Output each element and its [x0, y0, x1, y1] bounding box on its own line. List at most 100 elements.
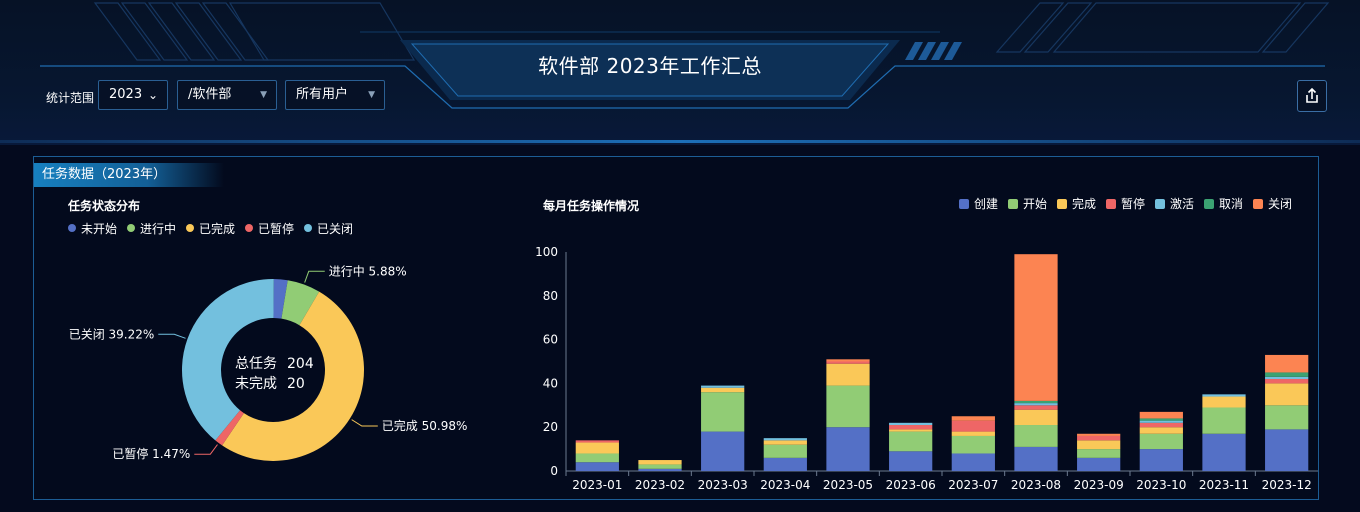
bar-segment-完成-2023-05[interactable]	[826, 363, 870, 386]
legend-marker	[68, 224, 76, 232]
y-tick-label: 80	[543, 289, 558, 303]
bar-segment-开始-2023-09[interactable]	[1077, 449, 1121, 458]
bar-segment-暂停-2023-05[interactable]	[826, 361, 870, 364]
y-tick-label: 40	[543, 376, 558, 390]
bar-segment-完成-2023-02[interactable]	[638, 460, 682, 465]
bar-segment-激活-2023-08[interactable]	[1014, 403, 1058, 406]
export-button[interactable]	[1297, 80, 1327, 112]
legend-label: 未开始	[81, 222, 118, 236]
bar-segment-关闭-2023-08[interactable]	[1014, 254, 1058, 401]
leader-line	[158, 333, 186, 339]
legend-label: 开始	[1023, 197, 1048, 211]
bar-segment-暂停-2023-01[interactable]	[575, 440, 619, 443]
user-select-value: 所有用户	[296, 87, 349, 102]
donut-slice-已暂停[interactable]	[215, 410, 244, 446]
legend-item-创建[interactable]: 创建	[959, 195, 998, 212]
bar-segment-关闭-2023-09[interactable]	[1077, 433, 1121, 436]
bar-segment-暂停-2023-12[interactable]	[1265, 379, 1309, 384]
bar-segment-创建-2023-09[interactable]	[1077, 457, 1121, 471]
bar-segment-开始-2023-02[interactable]	[638, 464, 682, 469]
bar-segment-创建-2023-12[interactable]	[1265, 429, 1309, 471]
bar-segment-完成-2023-07[interactable]	[951, 431, 995, 436]
bar-segment-开始-2023-01[interactable]	[575, 453, 619, 463]
bar-segment-创建-2023-05[interactable]	[826, 427, 870, 471]
bar-segment-创建-2023-10[interactable]	[1139, 449, 1183, 471]
bar-segment-创建-2023-11[interactable]	[1202, 433, 1246, 471]
legend-item-已关闭[interactable]: 已关闭	[304, 220, 353, 237]
bar-segment-暂停-2023-10[interactable]	[1139, 422, 1183, 428]
bar-segment-完成-2023-11[interactable]	[1202, 396, 1246, 408]
legend-marker	[959, 199, 969, 209]
legend-marker	[127, 224, 135, 232]
bar-segment-关闭-2023-10[interactable]	[1139, 411, 1183, 419]
donut-slice-已完成[interactable]	[222, 291, 365, 462]
legend-item-已完成[interactable]: 已完成	[186, 220, 235, 237]
bar-segment-完成-2023-03[interactable]	[701, 387, 745, 393]
bar-segment-开始-2023-12[interactable]	[1265, 405, 1309, 430]
bar-segment-创建-2023-03[interactable]	[701, 431, 745, 471]
bar-segment-创建-2023-04[interactable]	[763, 457, 807, 471]
legend-item-未开始[interactable]: 未开始	[68, 220, 117, 237]
x-tick-label: 2023-08	[1011, 478, 1061, 492]
bar-segment-激活-2023-04[interactable]	[763, 438, 807, 441]
bar-segment-开始-2023-11[interactable]	[1202, 407, 1246, 434]
donut-center-label: 总任务	[235, 356, 277, 372]
header-divider	[0, 140, 1360, 143]
legend-item-已暂停[interactable]: 已暂停	[245, 220, 294, 237]
bar-segment-开始-2023-03[interactable]	[701, 392, 745, 432]
bar-segment-关闭-2023-12[interactable]	[1265, 354, 1309, 373]
legend-item-完成[interactable]: 完成	[1057, 195, 1096, 212]
legend-label: 已关闭	[317, 222, 354, 236]
bar-segment-激活-2023-06[interactable]	[889, 422, 933, 426]
bar-segment-开始-2023-04[interactable]	[763, 444, 807, 458]
donut-label-已关闭: 已关闭 39.22%	[69, 327, 155, 341]
bar-segment-完成-2023-12[interactable]	[1265, 383, 1309, 406]
bar-segment-暂停-2023-08[interactable]	[1014, 405, 1058, 410]
bar-segment-取消-2023-10[interactable]	[1139, 418, 1183, 421]
user-select[interactable]: 所有用户 ▼	[285, 80, 385, 110]
bar-segment-暂停-2023-07[interactable]	[951, 420, 995, 432]
bar-segment-完成-2023-06[interactable]	[889, 429, 933, 432]
bar-segment-完成-2023-08[interactable]	[1014, 409, 1058, 426]
bar-segment-完成-2023-10[interactable]	[1139, 427, 1183, 434]
legend-marker	[1008, 199, 1018, 209]
bar-segment-开始-2023-05[interactable]	[826, 385, 870, 428]
bar-segment-开始-2023-10[interactable]	[1139, 433, 1183, 450]
legend-item-开始[interactable]: 开始	[1008, 195, 1047, 212]
bar-segment-创建-2023-08[interactable]	[1014, 446, 1058, 471]
bar-segment-关闭-2023-07[interactable]	[951, 416, 995, 421]
bar-segment-激活-2023-12[interactable]	[1265, 376, 1309, 380]
legend-item-进行中[interactable]: 进行中	[127, 220, 176, 237]
bar-segment-完成-2023-04[interactable]	[763, 440, 807, 445]
bar-segment-开始-2023-08[interactable]	[1014, 425, 1058, 447]
bar-segment-完成-2023-01[interactable]	[575, 442, 619, 454]
bar-segment-创建-2023-06[interactable]	[889, 451, 933, 471]
bar-segment-取消-2023-08[interactable]	[1014, 400, 1058, 404]
y-tick-label: 100	[535, 245, 558, 259]
bar-segment-完成-2023-09[interactable]	[1077, 440, 1121, 450]
bar-segment-取消-2023-12[interactable]	[1265, 372, 1309, 377]
legend-item-激活[interactable]: 激活	[1155, 195, 1194, 212]
bar-segment-激活-2023-11[interactable]	[1202, 394, 1246, 397]
bar-segment-暂停-2023-09[interactable]	[1077, 435, 1121, 441]
bar-segment-创建-2023-07[interactable]	[951, 453, 995, 471]
bar-segment-暂停-2023-06[interactable]	[889, 425, 933, 430]
year-select[interactable]: 2023 ⌄	[98, 80, 168, 110]
donut-slice-进行中[interactable]	[281, 280, 320, 326]
x-tick-label: 2023-12	[1262, 478, 1312, 492]
legend-item-暂停[interactable]: 暂停	[1106, 195, 1145, 212]
bar-segment-激活-2023-03[interactable]	[701, 385, 745, 388]
x-tick-label: 2023-03	[698, 478, 748, 492]
bar-segment-创建-2023-01[interactable]	[575, 462, 619, 471]
bar-segment-激活-2023-10[interactable]	[1139, 420, 1183, 423]
donut-slice-未开始[interactable]	[273, 279, 288, 319]
leader-line	[194, 444, 218, 455]
bar-segment-关闭-2023-05[interactable]	[826, 359, 870, 362]
donut-slice-已关闭[interactable]	[182, 279, 274, 441]
bar-segment-创建-2023-02[interactable]	[638, 468, 682, 471]
legend-item-取消[interactable]: 取消	[1204, 195, 1243, 212]
bar-segment-开始-2023-07[interactable]	[951, 435, 995, 454]
legend-item-关闭[interactable]: 关闭	[1253, 195, 1292, 212]
bar-segment-开始-2023-06[interactable]	[889, 431, 933, 452]
department-select[interactable]: /软件部 ▼	[177, 80, 277, 110]
